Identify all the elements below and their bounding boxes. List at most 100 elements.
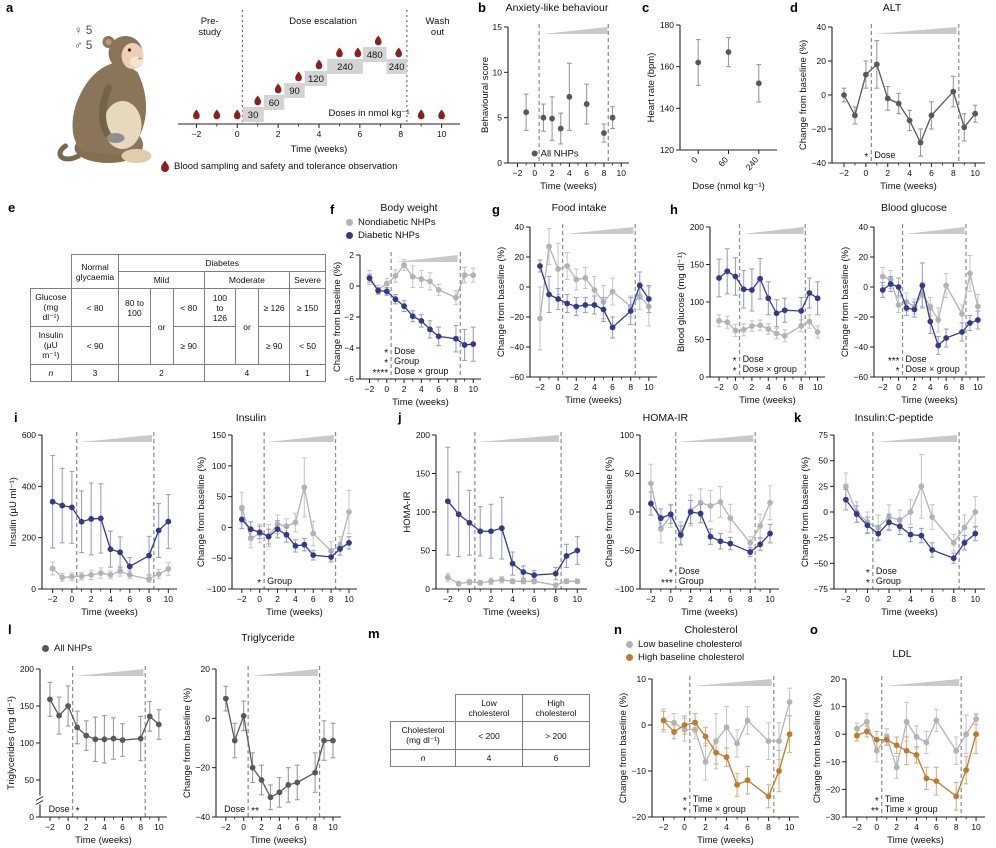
svg-text:Change from baseline (%): Change from baseline (%) [618, 693, 629, 803]
svg-text:0: 0 [497, 158, 502, 168]
svg-text:6: 6 [295, 822, 300, 832]
legend-label-diabetic: Diabetic NHPs [358, 230, 420, 241]
panel-letter-o: o [810, 622, 818, 637]
svg-text:150: 150 [20, 701, 34, 711]
svg-text:*: * [875, 796, 879, 807]
svg-text:0: 0 [349, 281, 354, 291]
panel-letter-l: l [8, 622, 12, 637]
svg-text:480: 480 [367, 50, 383, 61]
chart-anxiety-behaviour: −2 0 2 4 6 8 10 0 5 10 15 Time (weeks) Behavioural s… [480, 22, 629, 192]
svg-text:6: 6 [930, 594, 935, 604]
svg-text:200: 200 [416, 430, 430, 440]
panel-h: h Blood glucose −2 0 2 4 6 8 10 0 50 100 150 200 Tim… [668, 196, 996, 410]
svg-text:40: 40 [817, 22, 827, 32]
cell-insulin-moderate-a [203, 326, 237, 365]
svg-text:out: out [431, 27, 445, 38]
svg-text:Time: Time [885, 794, 905, 804]
svg-text:Time (weeks): Time (weeks) [81, 607, 138, 618]
svg-text:−2: −2 [365, 384, 375, 394]
svg-text:6: 6 [311, 594, 316, 604]
svg-text:−2: −2 [852, 822, 862, 832]
svg-text:study: study [198, 27, 221, 38]
svg-text:Time (weeks): Time (weeks) [540, 181, 597, 192]
panel-letter-f: f [330, 202, 335, 217]
col-header-diabetes: Diabetes [118, 254, 326, 272]
svg-text:10: 10 [644, 382, 654, 392]
svg-text:Dose: Dose [679, 566, 700, 576]
svg-text:20: 20 [859, 252, 869, 262]
cell-or-moderate: or [235, 288, 260, 365]
svg-text:0: 0 [29, 812, 34, 822]
svg-text:−2: −2 [221, 822, 231, 832]
cell-n-severe: 1 [289, 364, 326, 382]
svg-text:0: 0 [863, 282, 868, 292]
svg-text:20: 20 [817, 56, 827, 66]
svg-text:6: 6 [436, 384, 441, 394]
svg-text:4: 4 [317, 129, 322, 139]
svg-text:150: 150 [690, 260, 704, 270]
panel-c: c 0 60 240 120 140 160 180 Dose (nmol kg⁻¹) Hear… [642, 0, 788, 196]
svg-text:Time (weeks): Time (weeks) [881, 607, 938, 618]
svg-text:Dose × group: Dose × group [906, 364, 960, 374]
svg-text:−6: −6 [344, 374, 354, 384]
svg-text:Dose × group: Dose × group [394, 366, 448, 376]
cell-n-mild: 2 [118, 364, 205, 382]
svg-text:0: 0 [689, 155, 700, 165]
panel-e: e Normal glycaemia Diabetes Mild Moderat… [4, 196, 326, 408]
svg-text:10: 10 [971, 822, 981, 832]
chart-homa-ir-change: −2 0 2 4 6 8 10 100 50 0 −50 −100 Time (weeks) Change… [604, 430, 779, 618]
blood-sampling-legend-text: Blood sampling and safety and tolerance … [174, 161, 398, 172]
svg-text:0: 0 [31, 584, 36, 594]
svg-text:0: 0 [874, 822, 879, 832]
legend-label-low-cholesterol: Low baseline cholesterol [638, 639, 743, 650]
panel-letter-d: d [790, 0, 798, 15]
svg-text:240: 240 [389, 62, 405, 73]
svg-text:8: 8 [398, 129, 403, 139]
panel-letter-g: g [492, 202, 500, 217]
svg-text:50: 50 [695, 335, 705, 345]
svg-text:8: 8 [329, 594, 334, 604]
svg-text:0: 0 [66, 822, 71, 832]
svg-text:50: 50 [819, 456, 829, 466]
svg-text:Dose: Dose [743, 354, 764, 364]
svg-text:0: 0 [205, 713, 210, 723]
svg-text:0: 0 [221, 522, 226, 532]
svg-text:4: 4 [567, 168, 572, 178]
svg-text:8: 8 [766, 822, 771, 832]
svg-text:6: 6 [745, 822, 750, 832]
svg-text:−2: −2 [344, 312, 354, 322]
svg-text:10: 10 [765, 594, 775, 604]
svg-text:0: 0 [699, 372, 704, 382]
svg-text:2: 2 [750, 382, 755, 392]
svg-text:100: 100 [620, 430, 634, 440]
svg-text:−10: −10 [826, 757, 841, 767]
svg-text:0: 0 [425, 584, 430, 594]
svg-text:Change from baseline (%): Change from baseline (%) [182, 688, 193, 798]
svg-text:8: 8 [602, 168, 607, 178]
svg-text:Time (weeks): Time (weeks) [697, 835, 754, 846]
svg-text:20: 20 [515, 252, 525, 262]
svg-text:6: 6 [944, 382, 949, 392]
diabetes-classification-table: Normal glycaemia Diabetes Mild Moderate … [30, 254, 326, 382]
svg-text:Change from baseline (%): Change from baseline (%) [604, 457, 615, 567]
svg-text:−100: −100 [207, 584, 226, 594]
svg-text:4: 4 [914, 822, 919, 832]
svg-text:10: 10 [637, 674, 647, 684]
panel-letter-j: j [398, 410, 402, 425]
svg-text:Doses in nmol kg⁻¹: Doses in nmol kg⁻¹ [329, 108, 410, 119]
svg-text:10: 10 [328, 822, 338, 832]
svg-text:Change from baseline (%): Change from baseline (%) [800, 457, 811, 567]
svg-text:10: 10 [813, 382, 823, 392]
svg-text:−2: −2 [839, 168, 849, 178]
svg-text:15: 15 [493, 22, 503, 32]
svg-text:−2: −2 [192, 129, 202, 139]
cell-glucose-mild-a: 80 to 100 [118, 288, 151, 327]
svg-text:8: 8 [313, 822, 318, 832]
panel-k: k Insulin:C-peptide −2 0 2 4 6 8 10 75 50 25 0 −25−… [792, 410, 996, 622]
svg-text:−50: −50 [814, 558, 829, 568]
chart-insulin-c-peptide: −2 0 2 4 6 8 10 75 50 25 0 −25 −50 −75 Time (weeks) Cha… [800, 430, 985, 618]
